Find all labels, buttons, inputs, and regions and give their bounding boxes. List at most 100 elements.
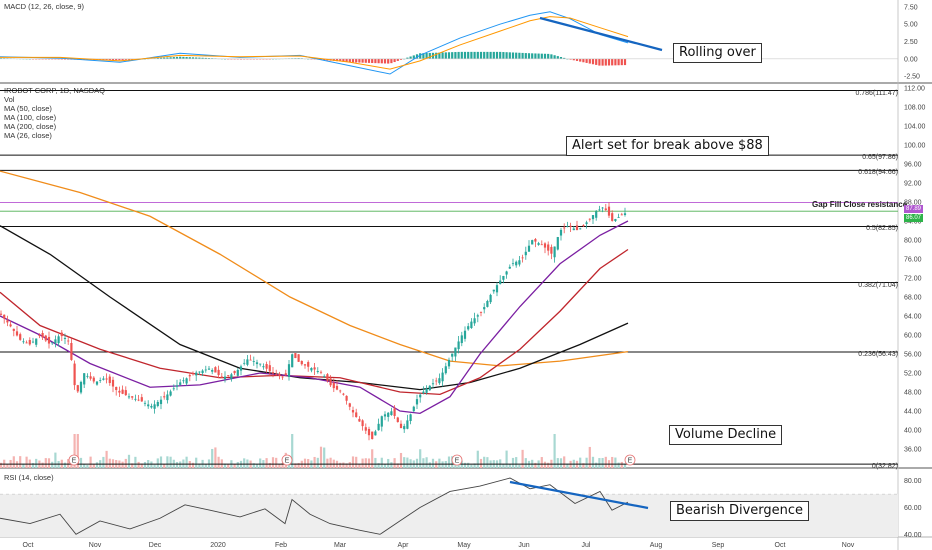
candle-body [614, 218, 617, 222]
candle-body [249, 359, 252, 361]
volume-bar [428, 462, 431, 468]
candle-body [534, 239, 537, 242]
candle-body [214, 367, 217, 373]
macd-histogram-bar [623, 58, 627, 66]
candle-body [335, 385, 339, 390]
volume-bar [620, 461, 623, 468]
macd-histogram-bar [409, 56, 412, 59]
macd-histogram-bar [614, 58, 617, 66]
macd-histogram-bar [102, 58, 105, 60]
volume-bar [159, 456, 163, 468]
candle-body [166, 394, 169, 401]
volume-bar [438, 458, 441, 468]
macd-histogram-bar [105, 58, 108, 61]
macd-histogram-bar [179, 56, 182, 59]
volume-bar [41, 462, 44, 468]
volume-bar [275, 457, 278, 468]
time-tick-label: Sep [712, 542, 725, 549]
macd-histogram-bar [534, 53, 537, 59]
volume-bar [163, 464, 166, 468]
annotation-volume-decline[interactable]: Volume Decline [669, 425, 783, 445]
volume-bar [479, 458, 483, 468]
candle-body [604, 208, 607, 210]
candle-body [371, 431, 374, 440]
macd-signal-line [0, 16, 629, 70]
time-tick-label: Dec [149, 542, 162, 549]
macd-tick-label: 5.00 [904, 22, 918, 29]
macd-histogram-bar [463, 51, 467, 59]
macd-histogram-bar [239, 58, 243, 60]
candle-body [508, 266, 511, 269]
volume-bar [6, 464, 9, 468]
macd-histogram-bar [188, 57, 191, 59]
volume-bar [582, 463, 585, 468]
price-tick-label: 80.00 [904, 238, 922, 245]
annotation-bearish-divergence[interactable]: Bearish Divergence [670, 501, 810, 521]
candle-body [377, 423, 380, 431]
rsi-axis: 80.00 60.00 40.00 [904, 478, 922, 539]
candle-body [623, 213, 627, 216]
volume-bar [505, 450, 508, 468]
macd-histogram-bar [467, 51, 470, 59]
volume-bar [358, 463, 361, 468]
volume-bar [559, 458, 563, 468]
volume-bar [339, 462, 342, 468]
ma-value-tag: 86.07 [904, 214, 924, 222]
candle-body [284, 373, 287, 376]
volume-bar [483, 456, 486, 468]
candle-body [585, 222, 588, 225]
time-tick-label: Nov [842, 542, 855, 549]
volume-bar [351, 456, 355, 468]
candle-body [140, 397, 143, 402]
candle-body [9, 324, 12, 327]
candle-body [35, 338, 38, 345]
candle-body [531, 240, 534, 245]
candle-body [92, 377, 95, 382]
macd-histogram-bar [563, 57, 566, 59]
candle-body [553, 246, 556, 258]
ma-line-2 [0, 248, 629, 396]
price-tick-label: 56.00 [904, 352, 922, 359]
macd-histogram-bar [508, 52, 511, 59]
volume-bar [508, 464, 511, 468]
macd-histogram-bar [479, 51, 483, 59]
volume-bar [371, 449, 374, 468]
candle-body [396, 417, 399, 423]
volume-bar [73, 434, 76, 468]
time-tick-label: Apr [398, 542, 410, 549]
candle-body [297, 354, 300, 362]
macd-histogram-bar [579, 58, 582, 62]
candle-body [342, 393, 345, 395]
macd-histogram-bar [204, 57, 207, 59]
annotation-alert[interactable]: Alert set for break above $88 [566, 136, 769, 156]
volume-bar [175, 461, 179, 468]
macd-histogram-bar [60, 58, 63, 60]
candle-body [374, 431, 377, 436]
macd-histogram-bar [601, 58, 604, 66]
candle-body [31, 341, 35, 343]
candle-body [489, 294, 492, 303]
volume-bar [22, 463, 25, 468]
candle-body [3, 314, 6, 319]
time-tick-label: Jun [518, 542, 529, 549]
candle-body [294, 353, 297, 359]
candle-body [403, 426, 406, 430]
macd-histogram-bar [297, 58, 300, 59]
macd-histogram-bar [435, 52, 438, 59]
volume-bar [83, 464, 86, 468]
candle-body [444, 366, 447, 374]
candle-body [127, 396, 131, 398]
volume-bar [179, 461, 182, 468]
candle-body [22, 341, 25, 343]
macd-histogram-bar [582, 58, 585, 63]
candle-body [156, 402, 159, 407]
volume-bar [342, 462, 345, 468]
candle-body [95, 381, 99, 385]
macd-title: MACD (12, 26, close, 9) [4, 2, 85, 11]
macd-histogram-bar [476, 51, 479, 59]
time-tick-label: May [457, 542, 471, 549]
candle-body [239, 366, 243, 371]
annotation-rolling-over[interactable]: Rolling over [673, 43, 762, 63]
macd-histogram-bar [447, 52, 451, 59]
